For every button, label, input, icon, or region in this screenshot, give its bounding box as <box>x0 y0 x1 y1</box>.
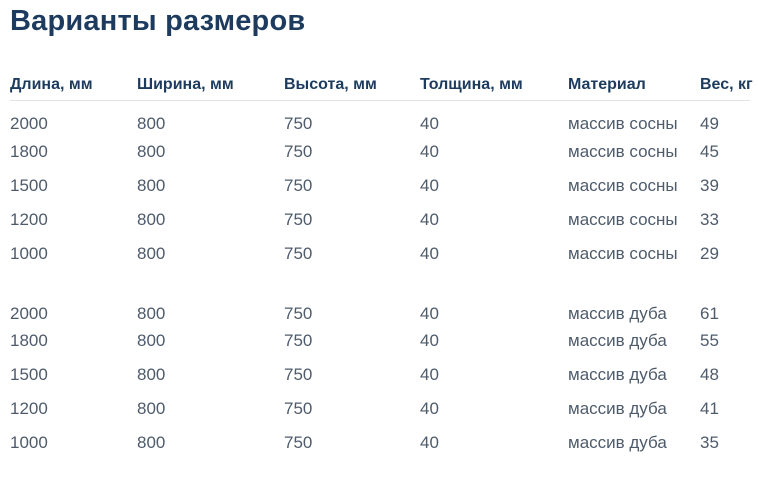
weight-cell: 48 <box>700 364 719 384</box>
thickness-cell: 40 <box>420 243 439 263</box>
thickness-cell: 40 <box>420 175 439 195</box>
weight-cell: 41 <box>700 398 719 418</box>
table-row: 2000 800 750 40 массив сосны 49 <box>10 101 750 135</box>
width-cell: 800 <box>137 398 166 418</box>
material-cell: массив сосны <box>568 209 678 229</box>
width-cell: 800 <box>137 330 166 350</box>
thickness-cell: 40 <box>420 330 439 350</box>
height-cell: 750 <box>284 141 313 161</box>
material-cell: массив сосны <box>568 141 678 161</box>
page-title: Варианты размеров <box>10 5 306 37</box>
column-header-height: Высота, мм <box>284 59 420 101</box>
height-cell: 750 <box>284 243 313 263</box>
thickness-cell: 40 <box>420 432 439 452</box>
column-header-length: Длина, мм <box>10 59 137 101</box>
material-cell: массив дуба <box>568 432 667 452</box>
length-cell: 1500 <box>10 364 48 384</box>
weight-cell: 49 <box>700 113 719 133</box>
table-header-row: Длина, мм Ширина, мм Высота, мм Толщина,… <box>10 59 753 101</box>
width-cell: 800 <box>137 141 166 161</box>
height-cell: 750 <box>284 432 313 452</box>
height-cell: 750 <box>284 209 313 229</box>
width-cell: 800 <box>137 209 166 229</box>
width-cell: 800 <box>137 303 166 323</box>
table-row: 1800 800 750 40 массив сосны 45 <box>10 135 750 169</box>
weight-cell: 45 <box>700 141 719 161</box>
size-options-table: Длина, мм Ширина, мм Высота, мм Толщина,… <box>10 59 753 460</box>
width-cell: 800 <box>137 175 166 195</box>
column-header-material: Материал <box>568 59 700 101</box>
weight-cell: 55 <box>700 330 719 350</box>
table-row: 1200 800 750 40 массив дуба 41 <box>10 392 750 426</box>
width-cell: 800 <box>137 364 166 384</box>
table-group-pine: 2000 800 750 40 массив сосны 49 1800 800… <box>10 101 750 271</box>
weight-cell: 61 <box>700 303 719 323</box>
length-cell: 1200 <box>10 398 48 418</box>
length-cell: 1000 <box>10 243 48 263</box>
column-header-width: Ширина, мм <box>137 59 284 101</box>
height-cell: 750 <box>284 175 313 195</box>
material-cell: массив дуба <box>568 398 667 418</box>
table-row: 1000 800 750 40 массив сосны 29 <box>10 237 750 271</box>
weight-cell: 35 <box>700 432 719 452</box>
material-cell: массив сосны <box>568 175 678 195</box>
thickness-cell: 40 <box>420 141 439 161</box>
height-cell: 750 <box>284 330 313 350</box>
table-row: 1000 800 750 40 массив дуба 35 <box>10 426 750 460</box>
width-cell: 800 <box>137 113 166 133</box>
table-row: 1500 800 750 40 массив сосны 39 <box>10 169 750 203</box>
width-cell: 800 <box>137 432 166 452</box>
thickness-cell: 40 <box>420 209 439 229</box>
length-cell: 2000 <box>10 303 48 323</box>
material-cell: массив дуба <box>568 330 667 350</box>
length-cell: 1200 <box>10 209 48 229</box>
length-cell: 1800 <box>10 141 48 161</box>
thickness-cell: 40 <box>420 364 439 384</box>
length-cell: 1500 <box>10 175 48 195</box>
length-cell: 2000 <box>10 113 48 133</box>
material-cell: массив дуба <box>568 303 667 323</box>
column-header-thickness: Толщина, мм <box>420 59 568 101</box>
length-cell: 1800 <box>10 330 48 350</box>
material-cell: массив сосны <box>568 113 678 133</box>
height-cell: 750 <box>284 303 313 323</box>
weight-cell: 33 <box>700 209 719 229</box>
thickness-cell: 40 <box>420 398 439 418</box>
height-cell: 750 <box>284 113 313 133</box>
material-cell: массив дуба <box>568 364 667 384</box>
weight-cell: 39 <box>700 175 719 195</box>
table-row: 2000 800 750 40 массив дуба 61 <box>10 271 750 324</box>
table-group-oak: 2000 800 750 40 массив дуба 61 1800 800 … <box>10 271 750 460</box>
table-row: 1200 800 750 40 массив сосны 33 <box>10 203 750 237</box>
height-cell: 750 <box>284 364 313 384</box>
weight-cell: 29 <box>700 243 719 263</box>
table-row: 1800 800 750 40 массив дуба 55 <box>10 324 750 358</box>
table-row: 1500 800 750 40 массив дуба 48 <box>10 358 750 392</box>
thickness-cell: 40 <box>420 303 439 323</box>
width-cell: 800 <box>137 243 166 263</box>
thickness-cell: 40 <box>420 113 439 133</box>
material-cell: массив сосны <box>568 243 678 263</box>
height-cell: 750 <box>284 398 313 418</box>
column-header-weight: Вес, кг <box>700 59 753 101</box>
length-cell: 1000 <box>10 432 48 452</box>
